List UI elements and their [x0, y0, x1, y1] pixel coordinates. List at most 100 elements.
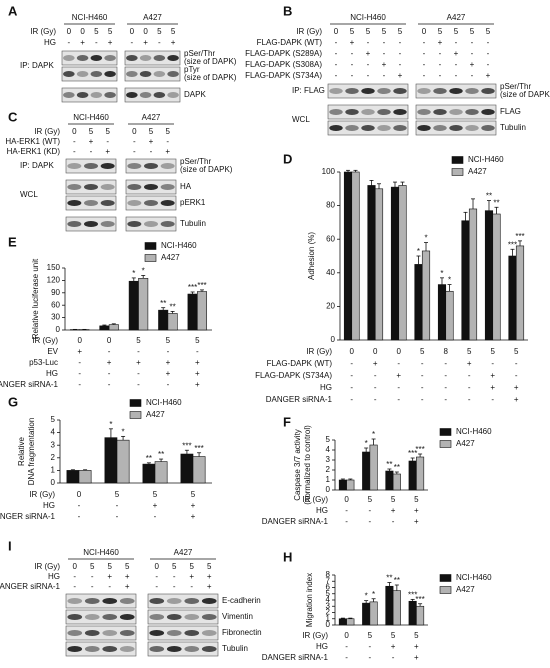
condition-value: - — [399, 49, 402, 58]
condition-value: - — [397, 395, 400, 404]
condition-value: 5 — [398, 27, 403, 36]
condition-value: - — [68, 38, 71, 47]
blot-band — [90, 55, 103, 61]
y-tick-label: 5 — [326, 589, 331, 598]
condition-value: + — [189, 572, 194, 581]
blot-band — [63, 92, 75, 98]
bar — [158, 309, 169, 331]
blot-band — [184, 614, 200, 620]
band-label: pTyr — [184, 65, 200, 74]
blot-band — [465, 88, 479, 94]
blot-band — [126, 71, 138, 77]
bar — [187, 293, 198, 331]
bar — [461, 220, 470, 341]
condition-label: IR (Gy) — [34, 562, 60, 571]
condition-value: - — [78, 501, 81, 510]
bar — [398, 185, 407, 341]
panel-letter: I — [8, 538, 12, 553]
condition-value: + — [149, 137, 154, 146]
condition-value: - — [190, 582, 193, 591]
significance: * — [142, 267, 145, 276]
condition-label: DANGER siRNA-1 — [0, 380, 59, 389]
condition-value: + — [80, 38, 85, 47]
band-label: Vimentin — [222, 612, 253, 621]
y-tick-label: 2 — [51, 453, 56, 462]
blot-band — [167, 71, 179, 77]
condition-value: - — [335, 60, 338, 69]
condition-value: 5 — [157, 27, 162, 36]
blot-band — [201, 630, 217, 636]
condition-value: - — [133, 137, 136, 146]
blot-band — [90, 92, 103, 98]
y-tick-label: 4 — [51, 428, 56, 437]
condition-label: FLAG-DAPK (S734A) — [245, 71, 322, 80]
condition-label: DANGER siRNA-1 — [262, 653, 329, 662]
legend-label: NCI-H460 — [146, 398, 182, 407]
significance: * — [372, 430, 375, 439]
significance: *** — [188, 283, 197, 292]
condition-value: 5 — [190, 562, 195, 571]
condition-value: - — [166, 137, 169, 146]
legend-label: NCI-H460 — [161, 241, 197, 250]
significance: * — [417, 247, 420, 256]
condition-value: - — [421, 383, 424, 392]
blot-band — [67, 163, 82, 169]
condition-value: - — [421, 359, 424, 368]
blot-band — [139, 55, 152, 61]
condition-value: + — [350, 38, 355, 47]
blot-band — [127, 163, 142, 169]
condition-value: - — [383, 71, 386, 80]
condition-value: - — [487, 49, 490, 58]
significance: *** — [415, 595, 424, 604]
condition-value: 5 — [125, 562, 130, 571]
y-tick-label: 0 — [326, 620, 331, 629]
condition-value: - — [399, 60, 402, 69]
condition-value: + — [125, 572, 130, 581]
condition-value: - — [444, 371, 447, 380]
condition-label: EV — [47, 347, 58, 356]
condition-value: 5 — [166, 336, 171, 345]
y-tick-label: 4 — [326, 445, 331, 454]
legend-label: A427 — [456, 439, 475, 448]
condition-value: - — [369, 653, 372, 662]
condition-value: + — [514, 395, 519, 404]
band-label: E-cadherin — [222, 596, 261, 605]
panel-letter: E — [8, 234, 17, 249]
condition-value: - — [116, 512, 119, 521]
condition-label: FLAG-DAPK (WT) — [267, 359, 333, 368]
y-tick-label: 60 — [51, 300, 60, 309]
condition-value: + — [207, 582, 212, 591]
condition-value: - — [471, 49, 474, 58]
condition-value: - — [155, 572, 158, 581]
blot-band — [126, 55, 138, 61]
condition-value: - — [155, 582, 158, 591]
blot-band — [127, 184, 142, 190]
condition-value: + — [166, 358, 171, 367]
blot-band — [184, 598, 200, 604]
condition-value: + — [414, 506, 419, 515]
condition-value: + — [490, 371, 495, 380]
bar — [154, 461, 168, 484]
section-label: IP: DAPK — [20, 161, 54, 170]
bar — [437, 284, 447, 341]
bar — [78, 470, 92, 484]
significance: *** — [508, 240, 517, 249]
y-tick-label: 1 — [326, 475, 331, 484]
condition-value: + — [125, 582, 130, 591]
condition-value: - — [91, 572, 94, 581]
condition-value: - — [369, 506, 372, 515]
legend-swatch — [451, 168, 464, 176]
blot-band — [139, 92, 152, 98]
blot-band — [76, 71, 89, 77]
blot-band — [102, 598, 118, 604]
condition-label: DANGER siRNA-1 — [266, 395, 333, 404]
condition-value: - — [73, 137, 76, 146]
y-tick-label: 2 — [326, 465, 331, 474]
condition-value: - — [78, 369, 81, 378]
significance: ** — [158, 450, 164, 459]
condition-value: + — [514, 383, 519, 392]
condition-label: HG — [320, 383, 332, 392]
blot-band — [345, 88, 359, 94]
blot-band — [393, 88, 407, 94]
blot-band — [127, 200, 142, 206]
